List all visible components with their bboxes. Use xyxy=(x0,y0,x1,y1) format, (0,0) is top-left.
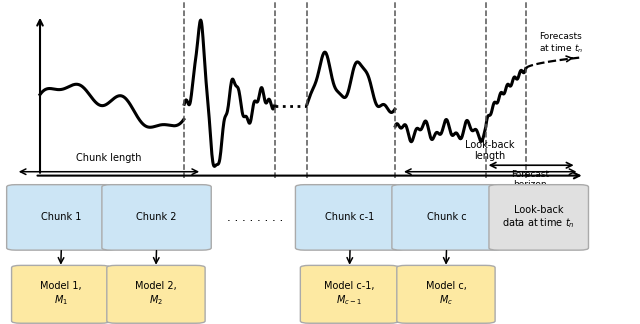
FancyBboxPatch shape xyxy=(102,185,211,250)
FancyBboxPatch shape xyxy=(107,265,205,323)
Text: Forecasts
at time $t_n$: Forecasts at time $t_n$ xyxy=(539,32,584,55)
FancyBboxPatch shape xyxy=(300,265,399,323)
Text: Chunk 2: Chunk 2 xyxy=(136,213,177,222)
Text: Look-back
data at time $t_n$: Look-back data at time $t_n$ xyxy=(502,204,575,230)
FancyBboxPatch shape xyxy=(12,265,110,323)
Text: Chunk c-1: Chunk c-1 xyxy=(326,213,375,222)
FancyBboxPatch shape xyxy=(397,265,495,323)
Text: Forecast
horizon: Forecast horizon xyxy=(511,169,549,189)
Text: Model 1,
$M_1$: Model 1, $M_1$ xyxy=(40,282,81,307)
Text: . . . . . . . .: . . . . . . . . xyxy=(227,211,284,224)
Text: Look-back
length: Look-back length xyxy=(465,140,515,161)
FancyBboxPatch shape xyxy=(296,185,404,250)
FancyBboxPatch shape xyxy=(489,185,589,250)
Text: Chunk length: Chunk length xyxy=(76,153,141,163)
Text: Model c-1,
$M_{c-1}$: Model c-1, $M_{c-1}$ xyxy=(324,282,375,307)
Text: Chunk 1: Chunk 1 xyxy=(41,213,81,222)
FancyBboxPatch shape xyxy=(6,185,116,250)
Text: Model c,
$M_c$: Model c, $M_c$ xyxy=(426,282,467,307)
FancyBboxPatch shape xyxy=(392,185,501,250)
Text: Chunk c: Chunk c xyxy=(427,213,467,222)
Text: Model 2,
$M_2$: Model 2, $M_2$ xyxy=(135,282,177,307)
